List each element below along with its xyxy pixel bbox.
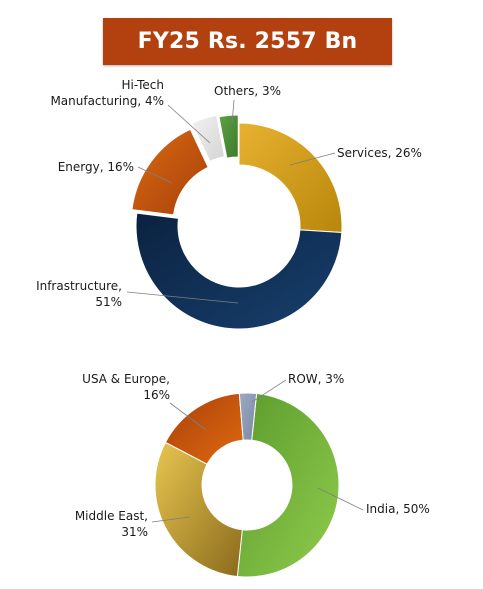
geography-donut-chart: India, 50% Middle East, 31% USA & Europe, 16…	[75, 372, 430, 578]
sector-donut-chart: Services, 26% Infrastructure, 51% Energy, 1…	[36, 78, 422, 330]
chart-title: FY25 Rs. 2557 Bn	[103, 18, 392, 65]
slice-energy	[131, 128, 209, 216]
leader-line-infrastructure	[126, 291, 239, 304]
leader-line-hi-tech-manufacturing	[167, 104, 211, 144]
leader-line-middle-east	[151, 516, 191, 523]
data-label-services: Services, 26%	[337, 146, 422, 160]
slice-row	[238, 392, 258, 441]
slice-infrastructure	[135, 212, 343, 330]
leader-line-row	[251, 379, 287, 403]
data-label-others: Others, 3%	[214, 84, 281, 98]
leader-line-india	[317, 487, 364, 511]
data-label-india: India, 50%	[366, 502, 430, 516]
slice-india	[236, 392, 340, 578]
leader-line-others	[231, 99, 235, 125]
slice-hi-tech-manufacturing	[191, 114, 226, 162]
data-label-usa-europe: USA & Europe, 16%	[82, 372, 170, 402]
data-label-energy: Energy, 16%	[58, 160, 134, 174]
slice-middle-east	[154, 441, 243, 578]
leader-line-services	[289, 152, 336, 166]
data-label-row: ROW, 3%	[288, 372, 344, 386]
slice-others	[218, 114, 239, 159]
data-label-infrastructure: Infrastructure, 51%	[36, 279, 122, 309]
slice-services	[238, 122, 343, 233]
leader-line-usa-europe	[169, 402, 207, 431]
data-label-hi-tech-manufacturing: Hi-Tech Manufacturing, 4%	[50, 78, 164, 108]
data-label-middle-east: Middle East, 31%	[75, 509, 148, 539]
leader-line-energy	[137, 166, 173, 184]
